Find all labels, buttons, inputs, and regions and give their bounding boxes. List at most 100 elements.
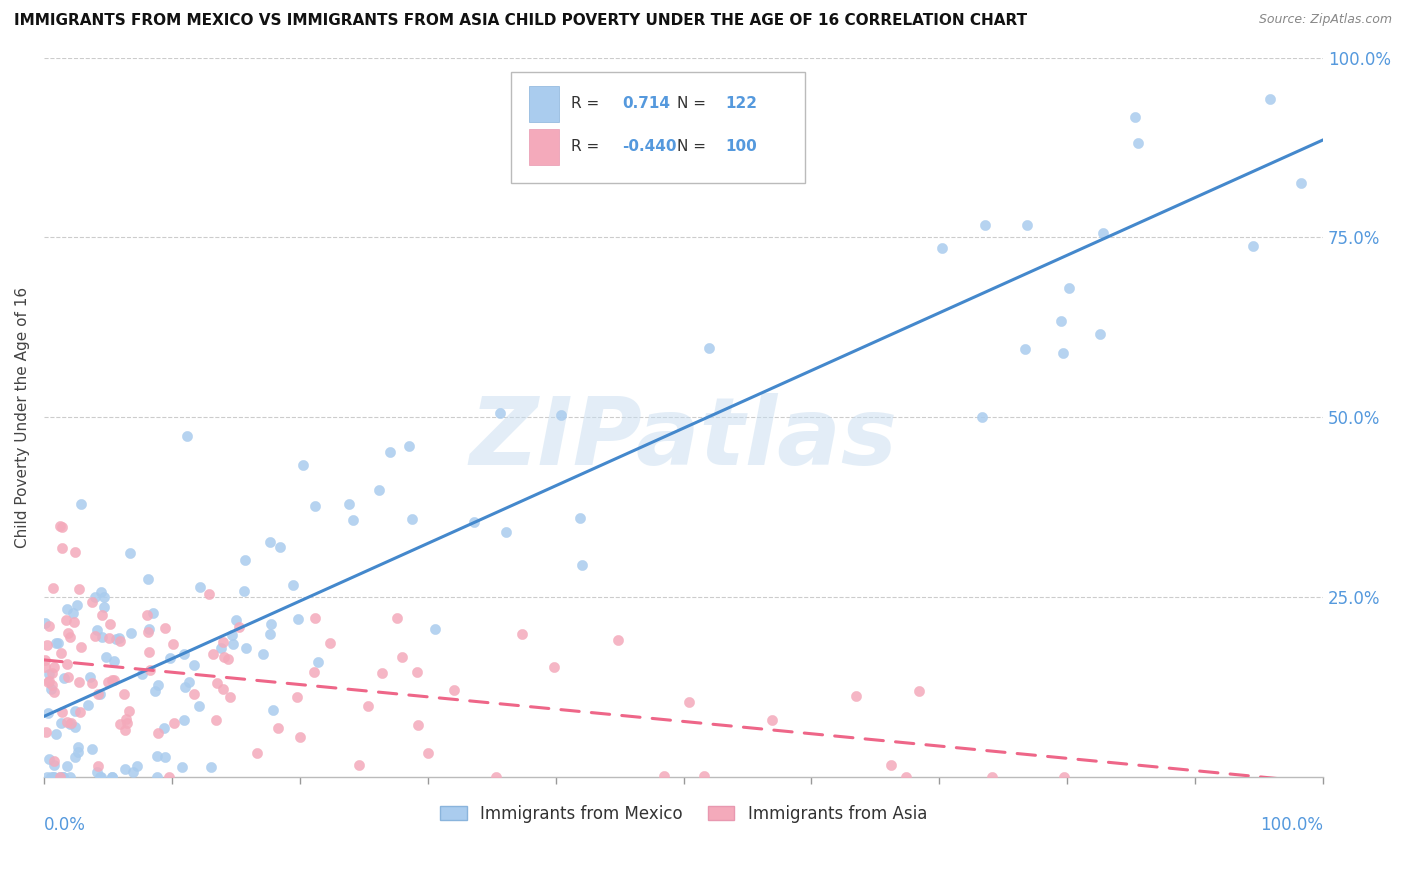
FancyBboxPatch shape bbox=[529, 128, 560, 165]
Point bbox=[70, 546, 93, 560]
Point bbox=[55, 613, 77, 627]
Point bbox=[267, 619, 290, 633]
Point bbox=[204, 687, 226, 701]
Point bbox=[90, 718, 112, 732]
Point bbox=[1258, 70, 1281, 84]
Point bbox=[159, 582, 181, 597]
Point bbox=[188, 770, 211, 784]
Point bbox=[69, 687, 91, 701]
Point bbox=[51, 541, 73, 555]
Point bbox=[48, 706, 70, 720]
Text: R =: R = bbox=[571, 96, 599, 112]
Point bbox=[981, 770, 1004, 784]
Point bbox=[153, 681, 176, 696]
Point bbox=[179, 762, 201, 776]
Text: N =: N = bbox=[678, 96, 706, 112]
Point bbox=[153, 770, 176, 784]
Text: IMMIGRANTS FROM MEXICO VS IMMIGRANTS FROM ASIA CHILD POVERTY UNDER THE AGE OF 16: IMMIGRANTS FROM MEXICO VS IMMIGRANTS FRO… bbox=[14, 13, 1028, 29]
Point bbox=[761, 723, 783, 738]
Point bbox=[34, 714, 56, 728]
Point bbox=[398, 479, 420, 493]
Point bbox=[569, 375, 592, 389]
Point bbox=[112, 640, 135, 655]
Point bbox=[39, 770, 62, 784]
Point bbox=[162, 627, 184, 641]
Point bbox=[89, 471, 111, 485]
Point bbox=[67, 757, 90, 772]
FancyBboxPatch shape bbox=[510, 72, 806, 184]
Point bbox=[87, 721, 110, 735]
Point bbox=[173, 603, 195, 617]
Point bbox=[205, 639, 228, 653]
Point bbox=[44, 721, 66, 735]
Point bbox=[489, 582, 512, 597]
Point bbox=[218, 619, 240, 633]
Point bbox=[108, 624, 131, 639]
Point bbox=[34, 681, 56, 695]
Point bbox=[122, 676, 145, 690]
Point bbox=[46, 747, 69, 762]
Point bbox=[98, 719, 121, 733]
Point bbox=[233, 631, 256, 645]
Point bbox=[70, 707, 93, 722]
Point bbox=[37, 660, 59, 674]
Point bbox=[49, 670, 72, 684]
Point bbox=[63, 500, 86, 514]
Point bbox=[101, 673, 124, 688]
Point bbox=[115, 715, 138, 730]
Legend: Immigrants from Mexico, Immigrants from Asia: Immigrants from Mexico, Immigrants from … bbox=[433, 798, 934, 830]
Point bbox=[86, 617, 108, 632]
Point bbox=[406, 770, 429, 784]
Point bbox=[66, 770, 89, 784]
Point bbox=[42, 654, 65, 668]
Point bbox=[262, 699, 284, 714]
Point bbox=[571, 551, 593, 566]
Point bbox=[90, 748, 112, 763]
Point bbox=[209, 574, 232, 588]
Point bbox=[90, 587, 112, 601]
Point bbox=[67, 689, 90, 703]
Point bbox=[63, 652, 86, 666]
Point bbox=[103, 643, 125, 657]
Point bbox=[145, 558, 167, 573]
Point bbox=[69, 652, 91, 666]
Point bbox=[260, 535, 283, 549]
Point bbox=[62, 664, 84, 678]
Point bbox=[59, 770, 82, 784]
Point bbox=[52, 761, 75, 775]
Point bbox=[41, 646, 63, 660]
Point bbox=[89, 708, 111, 723]
Point bbox=[896, 770, 918, 784]
Point bbox=[217, 597, 239, 611]
Point bbox=[652, 725, 675, 739]
Point bbox=[127, 763, 149, 777]
Point bbox=[908, 748, 931, 763]
Point bbox=[41, 699, 63, 714]
Point bbox=[101, 648, 124, 662]
Point bbox=[1015, 357, 1038, 371]
Point bbox=[401, 580, 423, 594]
Point bbox=[67, 703, 90, 717]
Point bbox=[285, 737, 308, 751]
Point bbox=[235, 636, 257, 650]
Point bbox=[136, 634, 159, 648]
Point bbox=[103, 757, 125, 772]
Point bbox=[138, 663, 160, 677]
Point bbox=[607, 669, 630, 683]
Point bbox=[304, 692, 326, 706]
Point bbox=[51, 520, 73, 534]
Point bbox=[38, 712, 60, 726]
Point bbox=[287, 712, 309, 726]
Point bbox=[97, 710, 120, 724]
Point bbox=[845, 770, 868, 784]
Point bbox=[378, 606, 401, 620]
Point bbox=[51, 717, 73, 731]
Text: N =: N = bbox=[678, 139, 706, 154]
Point bbox=[108, 655, 131, 669]
Point bbox=[198, 686, 221, 700]
Point bbox=[131, 620, 153, 634]
Point bbox=[621, 752, 644, 766]
Point bbox=[146, 607, 169, 621]
Point bbox=[1057, 124, 1080, 138]
Point bbox=[319, 701, 342, 715]
